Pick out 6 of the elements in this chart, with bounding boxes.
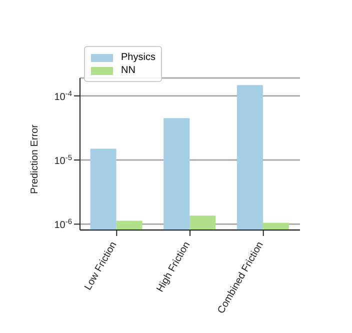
- y-tick-label: 10$^{-6}$: [54, 216, 72, 232]
- y-tick-label: 10$^{-5}$: [54, 152, 72, 168]
- legend-label: Physics: [121, 52, 156, 63]
- y-axis-title: Prediction Error: [30, 124, 41, 194]
- y-tick-label: 10$^{-4}$: [54, 88, 72, 103]
- legend-label: NN: [121, 65, 136, 76]
